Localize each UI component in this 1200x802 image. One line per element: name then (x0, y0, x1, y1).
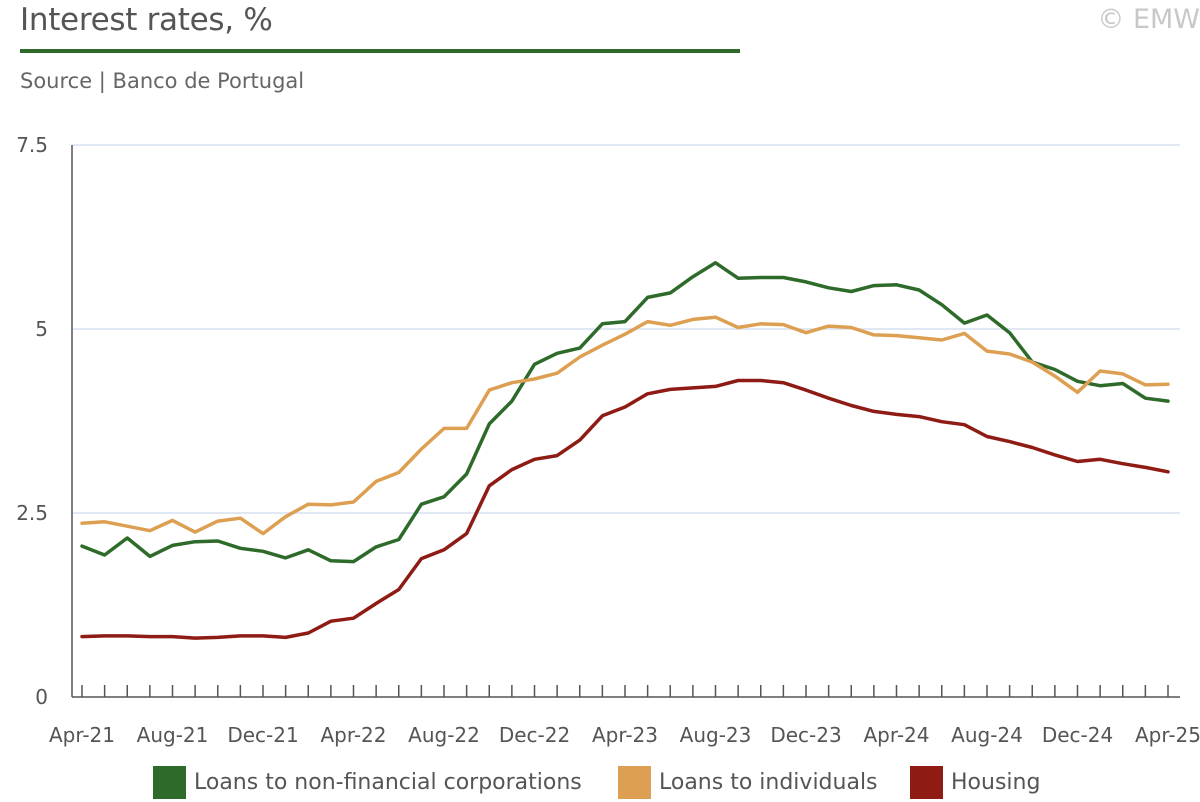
legend-swatch (618, 766, 651, 799)
x-tick-label: Aug-21 (137, 723, 209, 747)
series-lines (80, 261, 1170, 640)
y-tick-label: 0 (35, 685, 48, 709)
x-tick-label: Aug-22 (408, 723, 480, 747)
x-tick-label: Dec-23 (770, 723, 841, 747)
gridlines (72, 144, 1180, 514)
y-tick-label: 5 (35, 317, 48, 341)
x-tick-label: Apr-23 (592, 723, 658, 747)
series-line-loans-to-individuals (80, 315, 1170, 536)
x-tick-label: Apr-25 (1135, 723, 1200, 747)
axes (71, 145, 1180, 698)
chart-subtitle: Source | Banco de Portugal (20, 69, 305, 93)
legend-item: Housing (910, 766, 1040, 799)
chart-title: Interest rates, % (20, 2, 273, 38)
legend-item: Loans to non-financial corporations (153, 766, 582, 799)
legend-swatch (910, 766, 943, 799)
x-tick-label: Dec-21 (227, 723, 298, 747)
x-tick-label: Apr-21 (49, 723, 115, 747)
title-underline (20, 49, 740, 53)
tick-labels: 0 2.5 5 7.5 Apr-21 Aug-21 Dec-21 Apr-22 Aug-22 De… (16, 133, 1200, 747)
legend-label: Housing (951, 770, 1041, 795)
series-line-housing (80, 378, 1170, 640)
x-tick-label: Aug-24 (951, 723, 1023, 747)
legend-label: Loans to individuals (659, 770, 878, 795)
x-tick-label: Apr-22 (321, 723, 387, 747)
y-tick-label: 7.5 (16, 133, 48, 157)
x-tick-label: Aug-23 (680, 723, 752, 747)
legend-label: Loans to non-financial corporations (194, 770, 582, 795)
x-tick-label: Dec-22 (499, 723, 570, 747)
x-tick-label: Dec-24 (1042, 723, 1113, 747)
legend-item: Loans to individuals (618, 766, 878, 799)
legend: Loans to non-financial corporations Loans… (0, 762, 1200, 802)
y-tick-label: 2.5 (16, 501, 48, 525)
series-line-loans-to-non-financial-corporations (80, 261, 1170, 564)
line-chart: 0 2.5 5 7.5 Apr-21 Aug-21 Dec-21 Apr-22 Aug-22 De… (16, 133, 1200, 747)
x-tick-label: Apr-24 (864, 723, 930, 747)
legend-swatch (153, 766, 186, 799)
copyright-watermark: © EMW (1097, 4, 1200, 35)
